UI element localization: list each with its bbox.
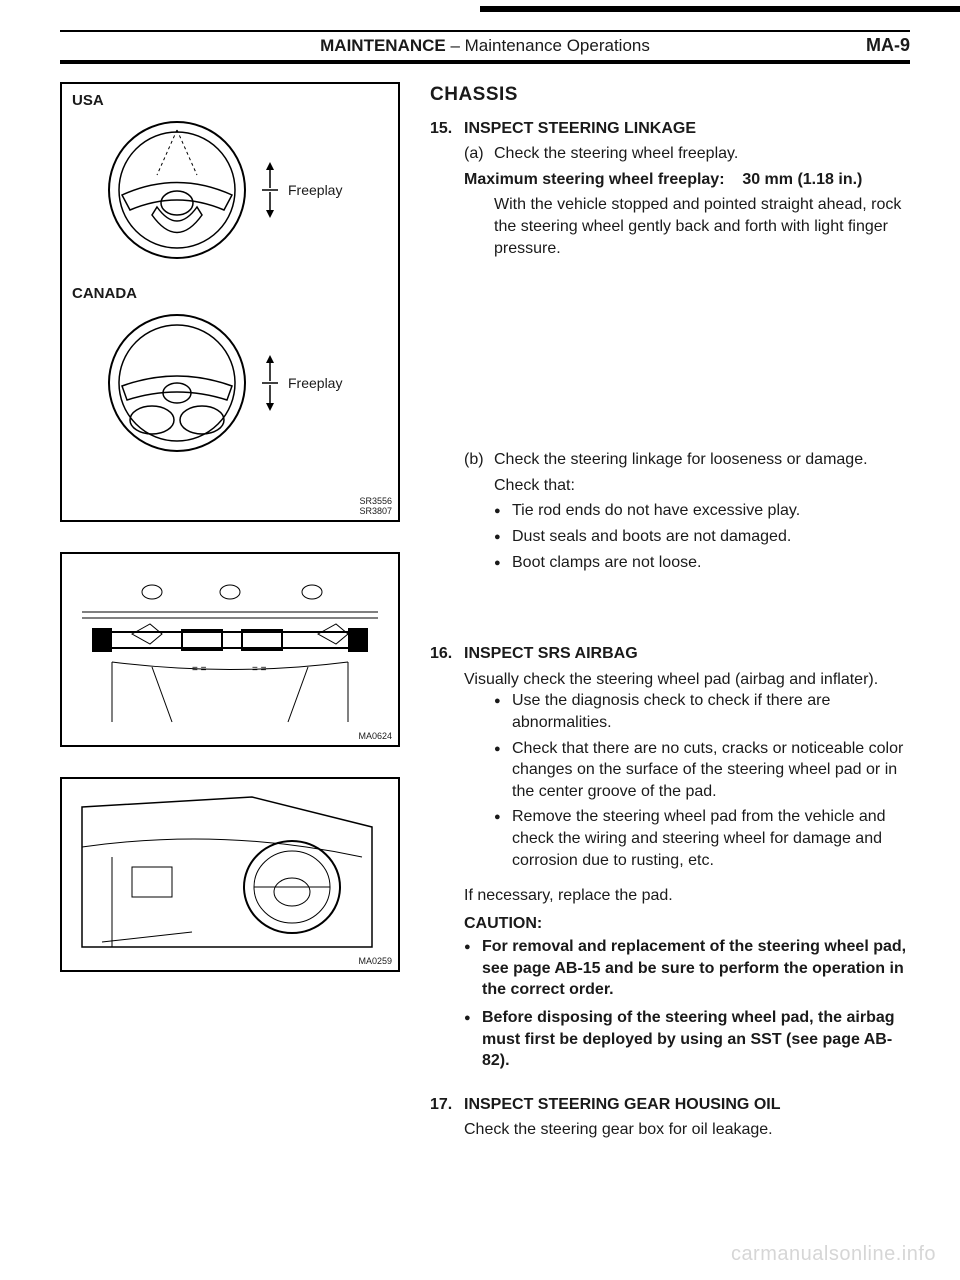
item-15b-check: Check that: xyxy=(494,475,910,497)
bullet-16-2: Check that there are no cuts, cracks or … xyxy=(494,738,910,803)
text-column: CHASSIS 15. INSPECT STEERING LINKAGE (a)… xyxy=(430,82,910,1147)
spacer-15-16 xyxy=(430,583,910,643)
freeplay-label-canada: Freeplay xyxy=(288,375,342,391)
item-16-intro: Visually check the steering wheel pad (a… xyxy=(464,669,910,691)
freeplay-label-usa: Freeplay xyxy=(288,182,342,198)
caution-1: For removal and replacement of the steer… xyxy=(464,936,910,1001)
item-15: 15. INSPECT STEERING LINKAGE (a) Check t… xyxy=(430,118,910,578)
page-container: MAINTENANCE – Maintenance Operations MA-… xyxy=(0,0,960,1167)
bullet-15b-1: Tie rod ends do not have excessive play. xyxy=(494,500,910,522)
spec-label: Maximum steering wheel freeplay: xyxy=(464,171,725,188)
item-15b-lbl: (b) xyxy=(464,449,494,471)
item-16: 16. INSPECT SRS AIRBAG Visually check th… xyxy=(430,643,910,1078)
item-15b-bullets: Tie rod ends do not have excessive play.… xyxy=(494,500,910,573)
figure-steering-wheels: USA xyxy=(60,82,400,522)
spacer-15ab xyxy=(464,263,910,449)
top-black-bar xyxy=(480,6,960,12)
steering-wheel-canada-icon xyxy=(102,308,252,458)
item-17-title: INSPECT STEERING GEAR HOUSING OIL xyxy=(464,1094,910,1116)
bullet-16-1: Use the diagnosis check to check if ther… xyxy=(494,690,910,733)
header-chapter: MAINTENANCE xyxy=(320,36,446,55)
steering-wheel-usa-icon xyxy=(102,115,252,265)
item-15b-text: Check the steering linkage for looseness… xyxy=(494,449,910,471)
item-17: 17. INSPECT STEERING GEAR HOUSING OIL Ch… xyxy=(430,1094,910,1141)
item-15-num: 15. xyxy=(430,118,464,578)
freeplay-arrows-canada xyxy=(260,353,280,413)
figure2-code: MA0624 xyxy=(358,732,392,742)
page-header: MAINTENANCE – Maintenance Operations MA-… xyxy=(60,35,910,64)
item-17-text: Check the steering gear box for oil leak… xyxy=(464,1119,910,1141)
svg-text:= =: = = xyxy=(192,664,207,675)
figures-column: USA xyxy=(60,82,400,1147)
header-rule-top xyxy=(60,30,910,32)
caution-title: CAUTION: xyxy=(464,913,910,935)
freeplay-arrows-usa xyxy=(260,160,280,220)
item-15a-lbl: (a) xyxy=(464,143,494,165)
svg-text:= =: = = xyxy=(252,664,267,675)
caution-list: For removal and replacement of the steer… xyxy=(464,936,910,1072)
item-17-num: 17. xyxy=(430,1094,464,1141)
bullet-15b-3: Boot clamps are not loose. xyxy=(494,552,910,574)
item-15a-text: Check the steering wheel freeplay. xyxy=(494,143,910,165)
figure-steering-linkage: = = = = MA0624 xyxy=(60,552,400,747)
item-16-bullets: Use the diagnosis check to check if ther… xyxy=(494,690,910,871)
label-usa: USA xyxy=(72,92,388,109)
watermark: carmanualsonline.info xyxy=(731,1243,936,1266)
steering-linkage-icon: = = = = xyxy=(72,562,388,732)
item-16-num: 16. xyxy=(430,643,464,1078)
item-16-title: INSPECT SRS AIRBAG xyxy=(464,643,910,665)
airbag-interior-icon xyxy=(72,787,388,957)
item-16-tail: If necessary, replace the pad. xyxy=(464,885,910,907)
header-subtitle: Maintenance Operations xyxy=(465,36,650,55)
content-columns: USA xyxy=(60,82,910,1147)
bullet-15b-2: Dust seals and boots are not damaged. xyxy=(494,526,910,548)
caution-2: Before disposing of the steering wheel p… xyxy=(464,1007,910,1072)
figure1-code: SR3556 SR3807 xyxy=(359,497,392,517)
label-canada: CANADA xyxy=(72,285,388,302)
item-15-title: INSPECT STEERING LINKAGE xyxy=(464,118,910,140)
header-dash: – xyxy=(446,36,465,55)
wheel-canada-group: Freeplay xyxy=(102,308,388,458)
figure3-code: MA0259 xyxy=(358,957,392,967)
chassis-title: CHASSIS xyxy=(430,82,910,108)
item-15a-para: With the vehicle stopped and pointed str… xyxy=(494,194,910,259)
wheel-usa-group: Freeplay xyxy=(102,115,388,265)
item-15-spec: Maximum steering wheel freeplay: 30 mm (… xyxy=(464,169,910,191)
figure-airbag-interior: MA0259 xyxy=(60,777,400,972)
bullet-16-3: Remove the steering wheel pad from the v… xyxy=(494,806,910,871)
header-title: MAINTENANCE – Maintenance Operations xyxy=(130,36,840,56)
page-code: MA-9 xyxy=(840,35,910,56)
spec-value: 30 mm (1.18 in.) xyxy=(742,171,862,188)
